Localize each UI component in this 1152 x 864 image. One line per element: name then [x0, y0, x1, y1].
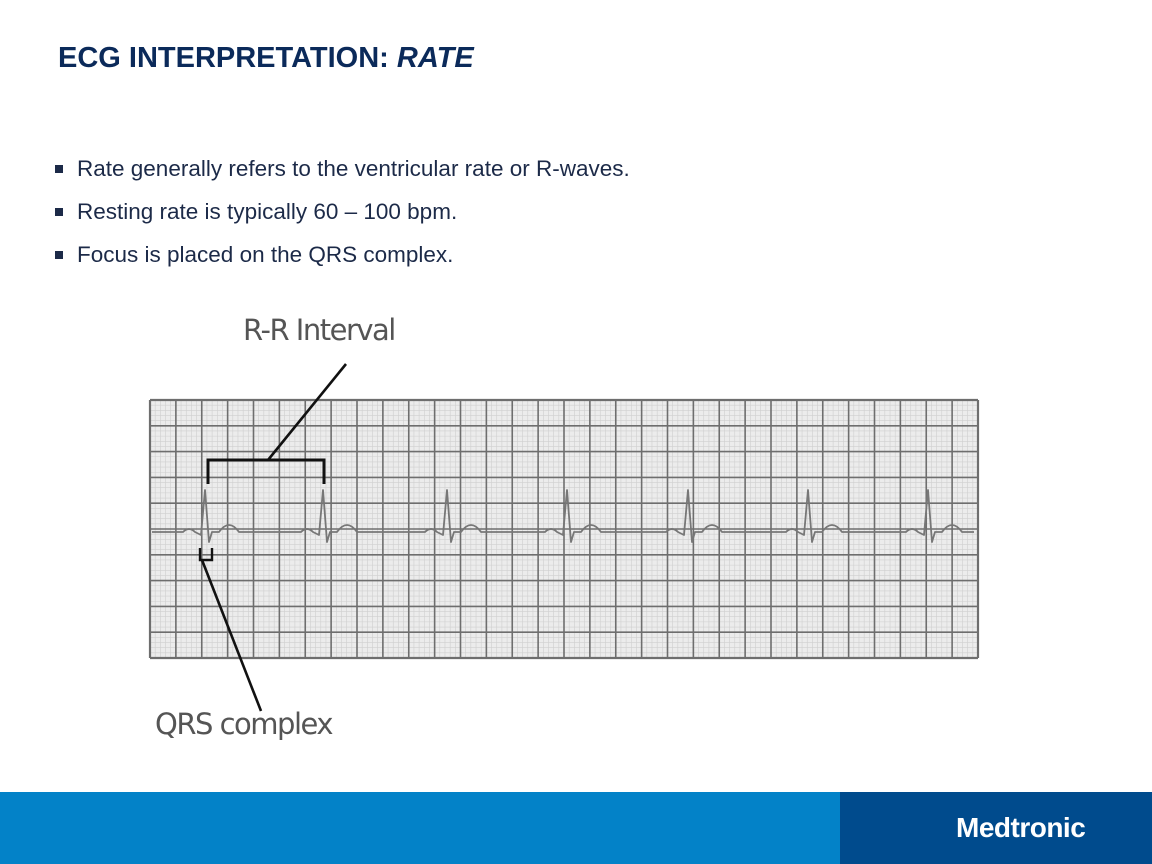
footer-bar: Medtronic [0, 792, 1152, 864]
rr-interval-label: R-R Interval [243, 313, 396, 347]
square-bullet-icon [55, 165, 63, 173]
ecg-figure: R-R Interval QRS complex [148, 313, 980, 741]
bullet-list: Rate generally refers to the ventricular… [54, 153, 630, 282]
slide-title-main: ECG INTERPRETATION: [58, 42, 397, 74]
bullet-item: Resting rate is typically 60 – 100 bpm. [54, 196, 630, 239]
bullet-item: Focus is placed on the QRS complex. [54, 239, 630, 282]
slide-title: ECG INTERPRETATION: RATE [58, 42, 474, 75]
ecg-trace [152, 489, 974, 543]
slide-title-emphasis: RATE [396, 42, 474, 74]
square-bullet-icon [55, 208, 63, 216]
qrs-complex-label: QRS complex [155, 707, 334, 741]
bullet-item: Rate generally refers to the ventricular… [54, 153, 630, 196]
medtronic-logo: Medtronic [956, 812, 1086, 843]
square-bullet-icon [55, 251, 63, 259]
annotations [198, 363, 348, 712]
brand-block [840, 792, 1152, 864]
ecg-strip [148, 363, 980, 712]
